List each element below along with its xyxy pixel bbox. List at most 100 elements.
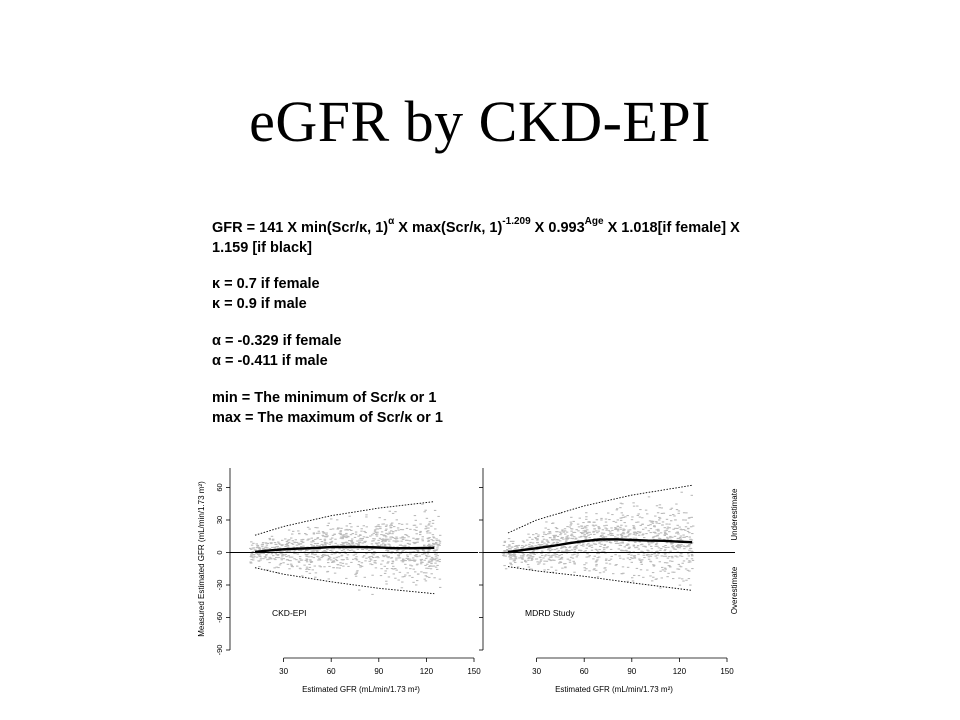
scatter-point — [506, 549, 509, 551]
scatter-point — [350, 541, 353, 543]
scatter-point — [361, 548, 364, 550]
scatter-point — [685, 558, 689, 560]
scatter-point — [504, 568, 508, 570]
scatter-point — [421, 503, 424, 505]
scatter-point — [580, 535, 583, 537]
scatter-point — [631, 580, 635, 582]
scatter-point — [568, 561, 572, 563]
scatter-point — [259, 557, 263, 559]
scatter-point — [301, 541, 305, 543]
scatter-point — [288, 559, 291, 561]
scatter-point — [401, 559, 405, 561]
scatter-point — [671, 571, 674, 573]
scatter-point — [598, 527, 601, 529]
scatter-point — [670, 507, 674, 509]
scatter-point — [508, 547, 511, 549]
scatter-point — [536, 536, 540, 538]
scatter-point — [325, 534, 328, 536]
scatter-point — [614, 527, 617, 529]
scatter-point — [321, 534, 324, 536]
scatter-point — [360, 528, 363, 530]
scatter-point — [502, 553, 506, 555]
scatter-point — [419, 530, 422, 532]
scatter-point — [529, 541, 532, 543]
scatter-point — [308, 538, 311, 540]
scatter-point — [327, 578, 330, 580]
y-tick-label: -60 — [215, 612, 224, 623]
scatter-point — [647, 541, 650, 543]
scatter-point — [650, 548, 654, 550]
scatter-point — [427, 538, 430, 540]
scatter-point — [633, 557, 637, 559]
scatter-point — [411, 559, 414, 561]
scatter-point — [622, 516, 625, 518]
scatter-point — [635, 567, 639, 569]
scatter-point — [599, 535, 602, 537]
scatter-point — [672, 547, 675, 549]
scatter-point — [531, 551, 535, 553]
scatter-point — [415, 533, 418, 535]
scatter-point — [650, 545, 653, 547]
kappa-female: κ = 0.7 if female — [212, 276, 320, 292]
scatter-point — [542, 538, 546, 540]
scatter-point — [428, 560, 431, 562]
scatter-point — [300, 549, 303, 551]
scatter-point — [634, 531, 638, 533]
scatter-point — [586, 553, 589, 555]
scatter-point — [319, 566, 322, 568]
scatter-point — [592, 525, 596, 527]
scatter-point — [588, 545, 591, 547]
scatter-point — [255, 556, 259, 558]
scatter-point — [306, 554, 309, 556]
scatter-point — [689, 548, 693, 550]
scatter-point — [282, 558, 285, 560]
scatter-point — [614, 521, 618, 523]
scatter-point — [348, 523, 352, 525]
scatter-point — [509, 555, 512, 557]
scatter-point — [548, 550, 552, 552]
scatter-point — [679, 537, 682, 539]
scatter-point — [625, 549, 628, 551]
scatter-point — [389, 546, 392, 548]
scatter-point — [641, 534, 644, 536]
scatter-point — [343, 536, 347, 538]
scatter-point — [280, 557, 283, 559]
scatter-point — [661, 566, 664, 568]
scatter-point — [688, 536, 691, 538]
scatter-point — [312, 532, 316, 534]
scatter-point — [614, 542, 618, 544]
scatter-point — [408, 543, 411, 545]
scatter-point — [294, 552, 297, 554]
scatter-point — [670, 543, 673, 545]
scatter-point — [581, 533, 584, 535]
scatter-point — [403, 537, 406, 539]
scatter-point — [392, 568, 395, 570]
scatter-point — [332, 557, 336, 559]
scatter-point — [673, 548, 676, 550]
scatter-point — [306, 539, 309, 541]
scatter-point — [605, 524, 608, 526]
scatter-point — [578, 517, 581, 519]
scatter-point — [575, 547, 578, 549]
scatter-point — [596, 532, 599, 534]
scatter-point — [638, 541, 642, 543]
scatter-point — [679, 545, 683, 547]
scatter-point — [554, 527, 558, 529]
scatter-point — [413, 560, 416, 562]
scatter-point — [424, 525, 428, 527]
scatter-point — [326, 525, 329, 527]
scatter-point — [642, 576, 645, 578]
scatter-point — [628, 529, 632, 531]
scatter-point — [547, 552, 550, 554]
scatter-point — [680, 566, 683, 568]
scatter-point — [514, 561, 517, 563]
underestimate-label: Underestimate — [730, 488, 739, 541]
scatter-point — [310, 556, 313, 558]
scatter-point — [263, 548, 267, 550]
scatter-point — [316, 538, 319, 540]
scatter-point — [576, 523, 580, 525]
scatter-point — [265, 546, 268, 548]
scatter-point — [659, 549, 662, 551]
scatter-point — [415, 529, 418, 531]
scatter-point — [604, 527, 607, 529]
